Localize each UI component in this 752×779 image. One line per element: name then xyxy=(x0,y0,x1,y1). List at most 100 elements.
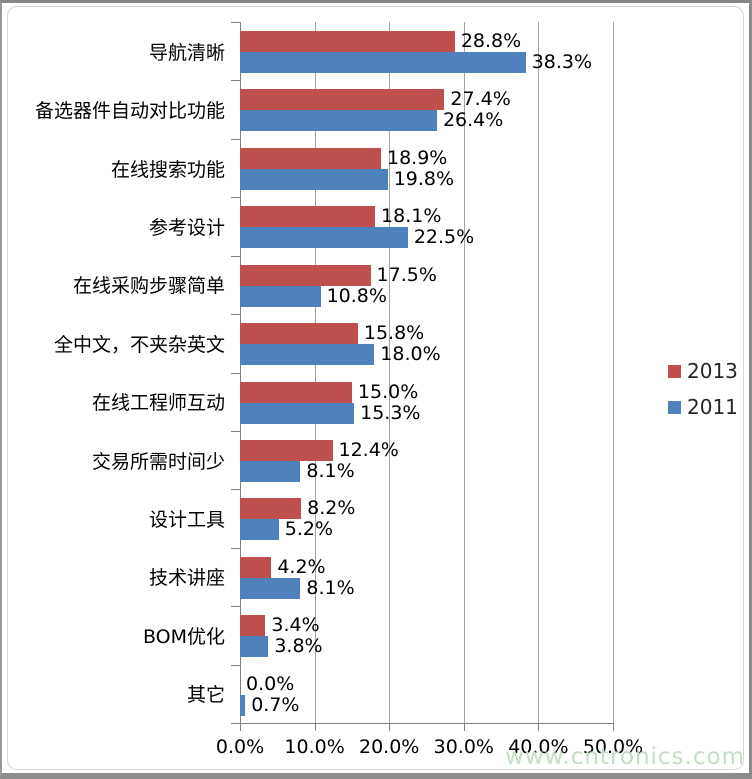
bar-2011 xyxy=(240,577,301,599)
bar-2011 xyxy=(240,344,375,366)
bar-value-label: 15.0% xyxy=(357,380,419,403)
bar-2011 xyxy=(240,227,408,249)
gridline xyxy=(613,22,614,723)
x-axis-tick-label: 50.0% xyxy=(582,736,644,758)
bar-value-label: 4.2% xyxy=(277,555,326,578)
bar-value-label: 15.8% xyxy=(363,322,425,345)
category-label: 设计工具 xyxy=(148,508,225,531)
bar-value-label: 18.9% xyxy=(386,146,448,169)
category-label: 其它 xyxy=(186,684,225,707)
bar-2011 xyxy=(240,110,437,132)
bar-2013 xyxy=(240,556,272,578)
bar-value-label: 28.8% xyxy=(460,30,522,52)
category-label: 在线搜索功能 xyxy=(110,158,225,181)
x-axis-tick-label: 10.0% xyxy=(284,736,345,758)
x-axis-tick xyxy=(613,723,614,731)
bar-value-label: 38.3% xyxy=(531,51,593,73)
bar-value-label: 8.2% xyxy=(307,497,356,520)
y-axis-tick xyxy=(231,138,240,140)
bar-2011 xyxy=(240,168,388,190)
bar-2013 xyxy=(240,147,381,169)
bar-2013 xyxy=(240,439,333,461)
category-label: 技术讲座 xyxy=(148,567,225,590)
bar-value-label: 3.8% xyxy=(274,635,323,658)
legend-entry-2011: 2011 xyxy=(668,396,738,418)
bar-value-label: 18.1% xyxy=(381,205,442,228)
category-label: 交易所需时间少 xyxy=(91,450,225,473)
bar-value-label: 22.5% xyxy=(413,226,475,249)
y-axis-tick xyxy=(231,430,240,432)
value-axis-line xyxy=(240,22,241,723)
bar-value-label: 19.8% xyxy=(393,167,455,190)
bar-2013 xyxy=(240,615,266,637)
y-axis-tick xyxy=(231,22,240,23)
bar-2011 xyxy=(240,52,526,73)
bar-2013 xyxy=(240,498,302,520)
bar-2013 xyxy=(240,89,445,111)
bar-2013 xyxy=(240,31,455,52)
bar-value-label: 8.1% xyxy=(306,459,355,482)
bar-2013 xyxy=(240,323,358,345)
category-label: 全中文，不夹杂英文 xyxy=(53,333,225,356)
category-label: 在线采购步骤简单 xyxy=(72,275,225,298)
bar-2013 xyxy=(240,381,352,403)
gridline xyxy=(314,22,316,723)
bar-2013 xyxy=(240,264,371,286)
category-axis: 导航清晰备选器件自动对比功能在线搜索功能参考设计在线采购步骤简单全中文，不夹杂英… xyxy=(2,22,230,723)
y-axis-tick xyxy=(231,255,240,257)
y-axis-tick xyxy=(231,606,240,608)
legend-label-2013: 2013 xyxy=(687,359,738,383)
bar-2011 xyxy=(240,694,246,716)
y-axis-tick xyxy=(231,723,240,724)
x-axis-tick-label: 40.0% xyxy=(508,736,569,758)
y-axis-tick xyxy=(231,80,240,82)
gridline xyxy=(389,22,391,723)
category-label: 参考设计 xyxy=(148,216,225,239)
watermark: www.cntronics.com xyxy=(505,744,745,770)
x-axis-tick-label: 20.0% xyxy=(359,736,420,758)
category-label: 在线工程师互动 xyxy=(91,392,225,415)
category-label: 导航清晰 xyxy=(148,41,225,64)
bar-value-label: 17.5% xyxy=(376,263,437,286)
x-axis-tick xyxy=(463,723,465,731)
legend-entry-2013: 2013 xyxy=(668,360,738,382)
bar-value-label: 0.0% xyxy=(246,672,295,695)
bar-value-label: 8.1% xyxy=(306,576,355,599)
legend-swatch-2011 xyxy=(668,400,681,414)
x-axis-tick-label: 30.0% xyxy=(433,736,494,758)
legend: 2013 2011 xyxy=(668,360,738,432)
category-label: 备选器件自动对比功能 xyxy=(34,100,225,123)
plot-area: 28.8% 38.3% 27.4% 26.4% 18.9% 19.8% 18.1% 22.5%… xyxy=(240,22,614,724)
bar-value-label: 10.8% xyxy=(326,284,387,307)
y-axis-tick xyxy=(231,314,240,316)
gridline xyxy=(463,22,465,723)
bar-2011 xyxy=(240,402,355,424)
bar-value-label: 26.4% xyxy=(442,109,504,132)
y-axis-tick xyxy=(231,372,240,374)
legend-label-2011: 2011 xyxy=(687,395,738,419)
x-axis-tick xyxy=(538,723,540,731)
category-label: BOM优化 xyxy=(142,625,225,648)
bar-value-label: 5.2% xyxy=(284,518,334,541)
bar-value-label: 3.4% xyxy=(271,614,320,637)
bar-value-label: 0.7% xyxy=(251,693,300,716)
bar-2011 xyxy=(240,636,269,658)
legend-swatch-2013 xyxy=(668,364,681,378)
x-axis-tick xyxy=(240,723,241,731)
bar-2011 xyxy=(240,285,321,307)
x-axis-tick-label: 0.0% xyxy=(215,736,265,758)
y-axis-tick xyxy=(231,197,240,199)
bar-value-label: 18.0% xyxy=(380,343,441,366)
y-axis-tick xyxy=(231,664,240,666)
bar-2013 xyxy=(240,206,376,228)
bar-value-label: 12.4% xyxy=(338,438,399,461)
x-axis-tick xyxy=(314,723,316,731)
bar-value-label: 15.3% xyxy=(360,401,421,424)
bar-2011 xyxy=(240,460,301,482)
gridline xyxy=(538,22,540,723)
x-axis-tick xyxy=(389,723,391,731)
bar-2011 xyxy=(240,519,279,541)
y-axis-tick xyxy=(231,547,240,549)
bar-value-label: 27.4% xyxy=(450,88,511,111)
